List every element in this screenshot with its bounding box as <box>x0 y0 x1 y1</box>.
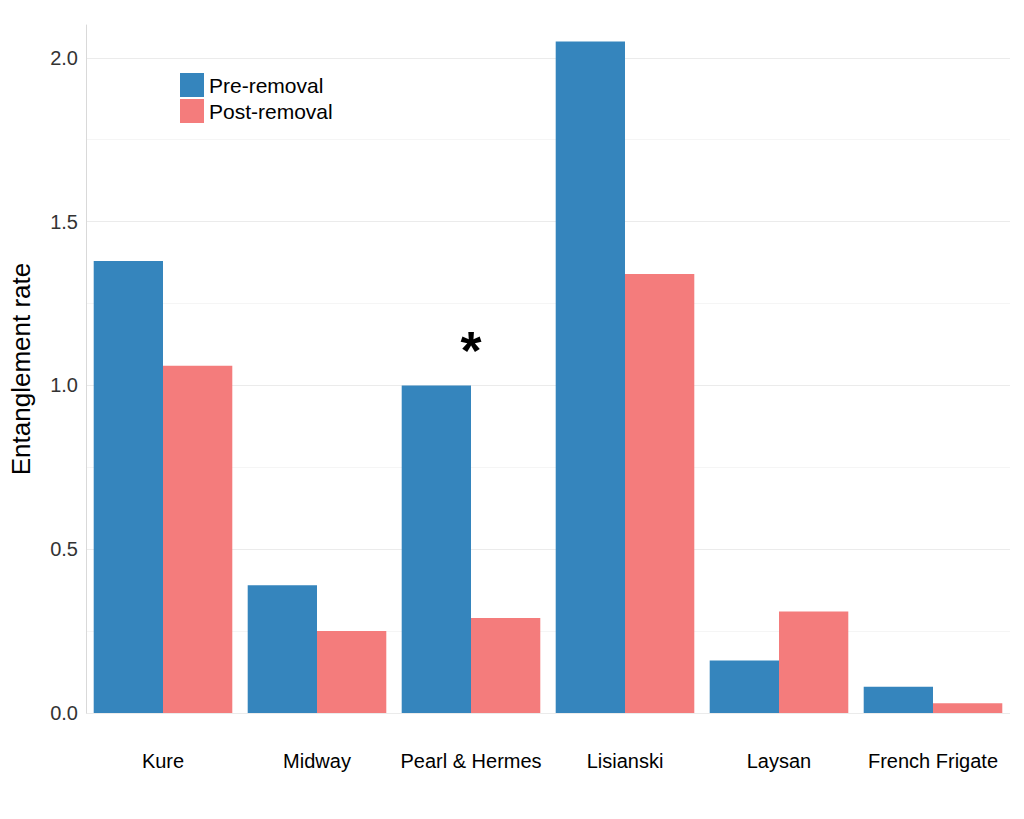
svg-text:1.5: 1.5 <box>50 211 78 233</box>
svg-text:Kure: Kure <box>142 750 184 772</box>
svg-text:0.5: 0.5 <box>50 538 78 560</box>
svg-text:2.0: 2.0 <box>50 47 78 69</box>
svg-text:Pre-removal: Pre-removal <box>209 74 323 97</box>
svg-text:Pearl & Hermes: Pearl & Hermes <box>400 750 541 772</box>
svg-text:Lisianski: Lisianski <box>587 750 664 772</box>
svg-text:Laysan: Laysan <box>747 750 812 772</box>
svg-text:Entanglement rate: Entanglement rate <box>6 263 36 475</box>
svg-text:French Frigate: French Frigate <box>868 750 998 772</box>
svg-text:Post-removal: Post-removal <box>209 100 333 123</box>
svg-text:Midway: Midway <box>283 750 351 772</box>
svg-text:*: * <box>460 320 481 380</box>
svg-text:1.0: 1.0 <box>50 374 78 396</box>
svg-text:0.0: 0.0 <box>50 702 78 724</box>
